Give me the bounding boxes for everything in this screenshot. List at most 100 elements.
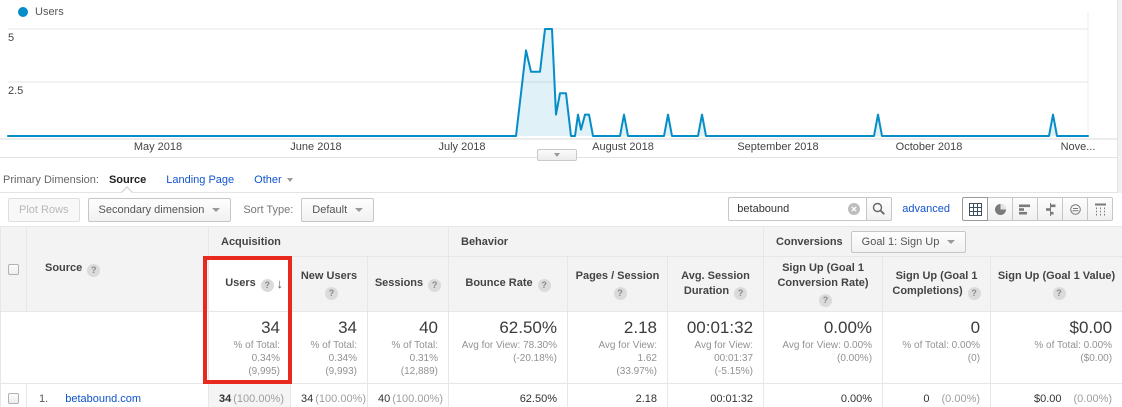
horizontal-bars-icon [1018, 204, 1030, 214]
svg-text:May 2018: May 2018 [134, 141, 182, 153]
source-column-header[interactable]: Source [26, 226, 209, 312]
pivot-view-button[interactable] [1087, 197, 1113, 221]
summary-blank-cell [0, 311, 209, 384]
clear-search-icon[interactable] [848, 203, 861, 215]
advanced-search-link[interactable]: advanced [902, 203, 950, 215]
pages-session-column-header[interactable]: Pages / Session [567, 256, 668, 312]
users-series-dot [18, 7, 28, 17]
avg-session-duration-column-header[interactable]: Avg. Session Duration [666, 256, 765, 312]
primary-dimension-label: Primary Dimension: [3, 173, 99, 186]
svg-text:July 2018: July 2018 [438, 141, 485, 153]
completions-column-header[interactable]: Sign Up (Goal 1 Completions) [882, 256, 992, 312]
term-cloud-icon [1069, 203, 1081, 215]
summary-users: 34 % of Total: 0.34% (9,995) [208, 311, 291, 384]
row-select-cell [0, 383, 27, 407]
new-users-column-header[interactable]: New Users [290, 256, 368, 312]
conversion-rate-column-header[interactable]: Sign Up (Goal 1 Conversion Rate) [763, 256, 884, 312]
svg-text:2.5: 2.5 [8, 85, 23, 97]
row-avg-duration-cell: 00:01:32 [666, 383, 765, 407]
secondary-dimension-button[interactable]: Secondary dimension [87, 197, 232, 222]
sort-type-button[interactable]: Default [301, 197, 375, 222]
row-pages-session-cell: 2.18 [567, 383, 668, 407]
caret-down-icon [947, 239, 956, 244]
row-goal-value-cell: $0.00 (0.00%) [990, 383, 1122, 407]
help-icon[interactable] [613, 286, 627, 300]
source-link[interactable]: betabound.com [65, 392, 142, 405]
comparison-view-button[interactable] [1037, 197, 1063, 221]
search-input[interactable] [728, 197, 867, 221]
sessions-column-header[interactable]: Sessions [367, 256, 449, 312]
primary-dimension-bar: Primary Dimension: Source Landing Page O… [0, 167, 1122, 198]
pivot-table-icon [1094, 203, 1106, 215]
dimension-other-dropdown[interactable]: Other [254, 174, 293, 186]
sort-type-label: Sort Type: [243, 203, 294, 216]
caret-down-icon [554, 153, 560, 157]
table-view-button[interactable] [962, 197, 988, 221]
summary-pages-session: 2.18 Avg for View: 1.62 (33.97%) [567, 311, 668, 384]
performance-view-button[interactable] [1012, 197, 1038, 221]
term-cloud-view-button[interactable] [1062, 197, 1088, 221]
help-icon[interactable] [428, 279, 442, 292]
row-new-users-cell: 34 (100.00%) [290, 383, 368, 407]
help-icon[interactable] [734, 286, 748, 300]
plot-rows-button[interactable]: Plot Rows [8, 197, 80, 222]
select-all-checkbox[interactable] [8, 263, 19, 275]
acquisition-group-header: Acquisition [208, 226, 449, 257]
row-index: 1. [39, 392, 49, 405]
view-switcher [962, 197, 1113, 221]
summary-completions: 0 % of Total: 0.00% (0) [882, 311, 992, 384]
search-icon [873, 202, 886, 215]
summary-bounce-rate: 62.50% Avg for View: 78.30% (-20.18%) [448, 311, 568, 384]
svg-text:October 2018: October 2018 [896, 141, 963, 153]
table-row: 1. betabound.com 34 (100.00%) 34 (100.00%)… [0, 383, 1122, 407]
help-icon[interactable] [87, 263, 101, 277]
behavior-group-header: Behavior [447, 226, 765, 257]
toolbar-right-cluster: advanced [728, 197, 1113, 221]
help-icon[interactable] [260, 279, 274, 292]
help-icon[interactable] [819, 294, 833, 307]
users-column-header[interactable]: Users [208, 256, 291, 312]
percentage-view-button[interactable] [987, 197, 1013, 221]
svg-text:June 2018: June 2018 [290, 141, 341, 153]
chart-legend: Users [18, 6, 64, 18]
sort-descending-icon [277, 276, 284, 291]
conversions-group-header: Conversions Goal 1: Sign Up [763, 226, 1122, 257]
svg-text:Nove...: Nove... [1061, 141, 1096, 153]
row-users-cell: 34 (100.00%) [208, 383, 291, 407]
vertical-scrollbar[interactable] [1117, 0, 1122, 193]
summary-avg-duration: 00:01:32 Avg for View: 00:01:37 (-5.15%) [666, 311, 765, 384]
help-icon[interactable] [967, 286, 981, 300]
help-icon[interactable] [537, 279, 551, 292]
row-conversion-rate-cell: 0.00% [763, 383, 884, 407]
search-button[interactable] [866, 197, 893, 221]
metrics-table: Source Acquisition Behavior Conversions … [0, 226, 1122, 407]
dimension-source-tab[interactable]: Source [109, 174, 146, 198]
pie-chart-icon [994, 203, 1006, 215]
row-source-cell: 1. betabound.com [26, 383, 209, 407]
summary-conversion-rate: 0.00% Avg for View: 0.00% (0.00%) [763, 311, 884, 384]
summary-new-users: 34 % of Total: 0.34% (9,993) [290, 311, 368, 384]
goal-selector-dropdown[interactable]: Goal 1: Sign Up [850, 230, 967, 253]
group-header-row: Source Acquisition Behavior Conversions … [0, 226, 1122, 312]
summary-row: 34 % of Total: 0.34% (9,995) 34 % of Tot… [0, 311, 1122, 384]
bounce-rate-column-header[interactable]: Bounce Rate [448, 256, 568, 312]
caret-down-icon [355, 207, 364, 212]
svg-text:5: 5 [8, 32, 14, 44]
help-icon[interactable] [325, 286, 338, 300]
comparison-bars-icon [1045, 202, 1055, 216]
help-icon[interactable] [1052, 286, 1066, 300]
timeline-collapse-handle[interactable] [537, 149, 577, 161]
goal-value-column-header[interactable]: Sign Up (Goal 1 Value) [990, 256, 1122, 312]
summary-goal-value: $0.00 % of Total: 0.00% ($0.00) [990, 311, 1122, 384]
caret-down-icon [212, 207, 221, 212]
row-bounce-rate-cell: 62.50% [448, 383, 568, 407]
dimension-landing-page-link[interactable]: Landing Page [166, 173, 235, 186]
row-sessions-cell: 40 (100.00%) [367, 383, 449, 407]
summary-sessions: 40 % of Total: 0.31% (12,889) [367, 311, 449, 384]
table-toolbar: Plot Rows Secondary dimension Sort Type:… [0, 193, 1122, 226]
select-all-cell [0, 226, 27, 312]
legend-label: Users [35, 6, 64, 18]
row-checkbox[interactable] [8, 393, 19, 405]
svg-text:August 2018: August 2018 [592, 141, 654, 153]
